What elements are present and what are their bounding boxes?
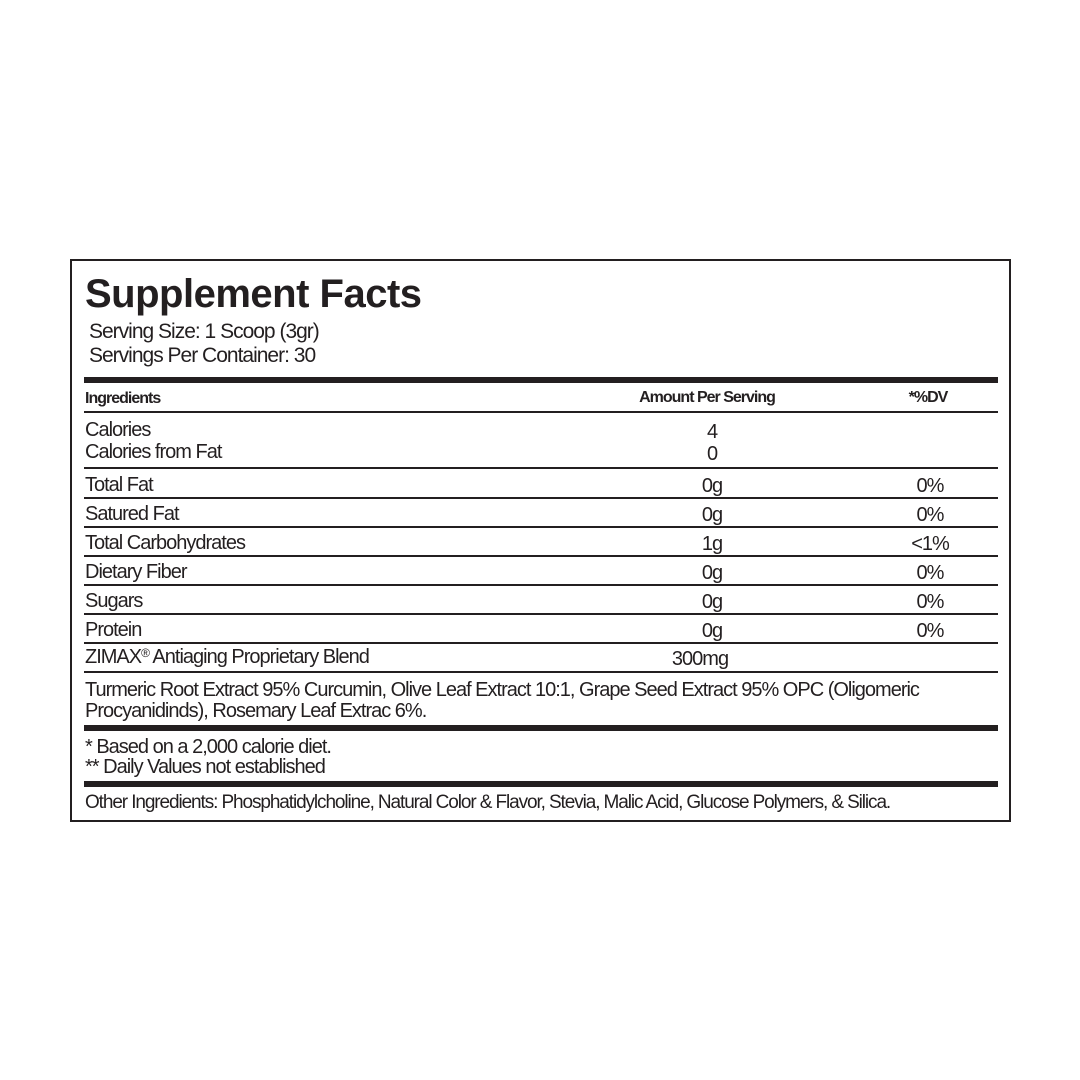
row-amount: 1g: [701, 533, 723, 555]
calories-from-fat-label: Calories from Fat: [85, 441, 222, 463]
footnote-2: ** Daily Values not established: [85, 756, 326, 778]
header-dv: *%DV: [908, 389, 949, 406]
blend-name: Antiaging Proprietary Blend: [148, 646, 369, 668]
blend-ingredients-line1: Turmeric Root Extract 95% Curcumin, Oliv…: [85, 679, 920, 701]
serving-size: Serving Size: 1 Scoop (3gr): [89, 320, 320, 343]
row-amount: 0g: [701, 475, 723, 497]
row-label: Dietary Fiber: [85, 561, 187, 583]
supplement-facts-panel: Supplement Facts Serving Size: 1 Scoop (…: [70, 259, 1011, 822]
divider: [84, 671, 998, 673]
row-label: Total Carbohydrates: [85, 532, 246, 554]
row-dv: <1%: [911, 533, 950, 555]
blend-brand: ZIMAX: [85, 646, 142, 668]
thick-divider: [84, 377, 998, 383]
divider: [84, 411, 998, 413]
calories-value: 4: [706, 421, 718, 443]
row-amount: 0g: [701, 620, 723, 642]
divider: [84, 467, 998, 469]
row-amount: 0g: [701, 504, 723, 526]
servings-per-container: Servings Per Container: 30: [89, 344, 316, 367]
divider: [84, 555, 998, 557]
divider: [84, 526, 998, 528]
thick-divider: [84, 781, 998, 787]
calories-from-fat-value: 0: [706, 443, 718, 465]
divider: [84, 613, 998, 615]
panel-title: Supplement Facts: [85, 272, 422, 316]
header-amount: Amount Per Serving: [639, 389, 776, 406]
calories-label: Calories: [85, 419, 151, 441]
row-label: Sugars: [85, 590, 143, 612]
blend-label: ZIMAX® Antiaging Proprietary Blend: [85, 646, 370, 668]
divider: [84, 642, 998, 644]
row-dv: 0%: [916, 620, 945, 642]
row-label: Total Fat: [85, 474, 154, 496]
other-ingredients: Other Ingredients: Phosphatidylcholine, …: [85, 792, 891, 813]
row-dv: 0%: [916, 562, 945, 584]
row-amount: 0g: [701, 562, 723, 584]
row-dv: 0%: [916, 475, 945, 497]
header-ingredients: Ingredients: [85, 390, 161, 407]
divider: [84, 497, 998, 499]
row-label: Satured Fat: [85, 503, 180, 525]
thick-divider: [84, 725, 998, 731]
row-dv: 0%: [916, 591, 945, 613]
row-dv: 0%: [916, 504, 945, 526]
registered-mark: ®: [141, 646, 150, 660]
footnote-1: * Based on a 2,000 calorie diet.: [85, 736, 332, 758]
row-label: Protein: [85, 619, 142, 641]
divider: [84, 584, 998, 586]
blend-ingredients-line2: Procyanidinds), Rosemary Leaf Extrac 6%.: [85, 700, 427, 722]
blend-amount: 300mg: [671, 648, 729, 670]
row-amount: 0g: [701, 591, 723, 613]
